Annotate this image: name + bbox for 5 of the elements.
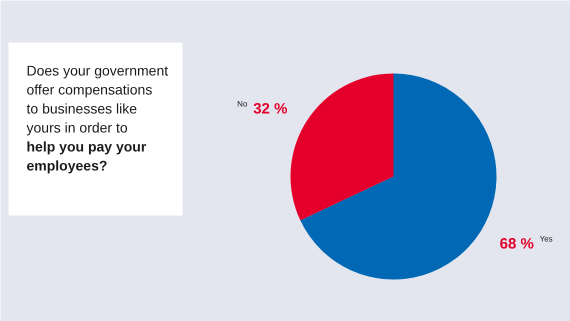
slice-label: Yes <box>540 234 553 244</box>
slice-label: No <box>237 100 248 109</box>
text: help you pay your employees? <box>26 138 147 174</box>
data-label: 68 % <box>500 235 534 252</box>
data-label: 32 % <box>253 100 288 118</box>
